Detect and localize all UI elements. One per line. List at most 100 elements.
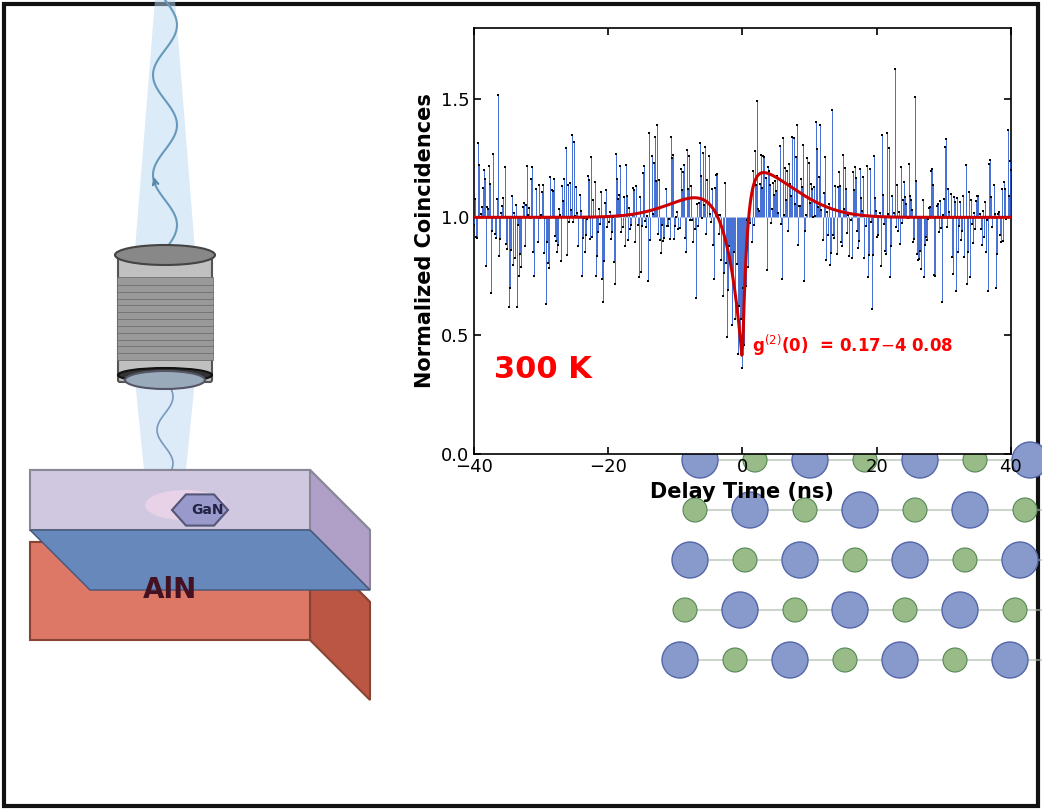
Point <box>615 190 631 203</box>
Point <box>504 258 521 271</box>
Point <box>640 275 656 288</box>
Point <box>582 151 599 164</box>
Point <box>496 211 513 224</box>
Point <box>947 284 964 297</box>
Point <box>656 232 673 245</box>
Point <box>470 137 487 150</box>
Point <box>997 182 1014 195</box>
Point <box>733 313 749 326</box>
Point <box>618 159 635 172</box>
Point <box>697 140 714 153</box>
FancyBboxPatch shape <box>117 297 213 305</box>
Point <box>522 211 539 224</box>
Point <box>544 185 561 198</box>
Circle shape <box>662 642 698 678</box>
Point <box>934 295 950 308</box>
Point <box>827 180 844 193</box>
Point <box>561 215 577 228</box>
Point <box>833 236 849 249</box>
FancyBboxPatch shape <box>117 352 213 360</box>
Point <box>946 196 963 209</box>
Circle shape <box>953 548 977 572</box>
Point <box>821 198 838 211</box>
Point <box>984 221 1000 234</box>
Point <box>965 237 982 249</box>
Point <box>525 245 542 258</box>
Point <box>532 209 549 222</box>
FancyBboxPatch shape <box>117 277 213 285</box>
Point <box>699 173 716 186</box>
Point <box>543 184 560 197</box>
Point <box>724 318 741 331</box>
Point <box>865 249 882 262</box>
Point <box>810 201 826 214</box>
Point <box>970 190 987 202</box>
Point <box>848 224 865 237</box>
Point <box>887 62 903 75</box>
Point <box>708 168 724 181</box>
Point <box>501 281 518 294</box>
Point <box>660 220 676 233</box>
Point <box>637 215 653 228</box>
Point <box>635 166 651 179</box>
FancyBboxPatch shape <box>117 311 213 319</box>
Point <box>777 194 794 207</box>
Point <box>524 160 541 173</box>
Point <box>639 209 655 222</box>
Point <box>479 202 496 215</box>
Point <box>971 208 988 221</box>
Point <box>714 289 730 302</box>
Point <box>547 234 564 247</box>
Circle shape <box>1002 542 1038 578</box>
Point <box>841 250 858 263</box>
Point <box>883 240 899 253</box>
Circle shape <box>792 442 828 478</box>
Point <box>998 213 1015 226</box>
Point <box>804 211 821 224</box>
Point <box>507 198 524 211</box>
Point <box>466 219 482 232</box>
Point <box>729 347 746 360</box>
Point <box>702 216 719 229</box>
Point <box>649 228 666 241</box>
Point <box>625 182 642 195</box>
Point <box>792 199 809 212</box>
Point <box>630 271 647 284</box>
Point <box>908 174 924 187</box>
Point <box>681 213 698 226</box>
Point <box>468 231 485 244</box>
Point <box>779 225 796 238</box>
Point <box>634 220 650 233</box>
Point <box>975 231 992 244</box>
Point <box>654 218 671 231</box>
Point <box>665 148 681 161</box>
Point <box>577 229 594 242</box>
Point <box>603 226 620 239</box>
Circle shape <box>882 642 918 678</box>
FancyBboxPatch shape <box>117 325 213 333</box>
Point <box>736 339 752 352</box>
Point <box>535 179 551 192</box>
Point <box>636 160 652 173</box>
Circle shape <box>722 592 758 628</box>
Point <box>915 271 932 284</box>
Point <box>690 220 706 232</box>
Point <box>990 208 1007 221</box>
Point <box>538 298 554 311</box>
Point <box>830 166 847 179</box>
Point <box>713 254 729 266</box>
Text: 300 K: 300 K <box>494 355 592 384</box>
Point <box>668 211 685 224</box>
Point <box>632 266 649 279</box>
Point <box>748 94 765 107</box>
Circle shape <box>992 642 1028 678</box>
Point <box>888 220 904 233</box>
Point <box>846 160 863 173</box>
Point <box>475 164 492 177</box>
Circle shape <box>672 542 708 578</box>
Point <box>895 194 912 207</box>
Circle shape <box>893 598 917 622</box>
Point <box>692 137 709 150</box>
Point <box>701 207 718 220</box>
Point <box>836 202 852 215</box>
